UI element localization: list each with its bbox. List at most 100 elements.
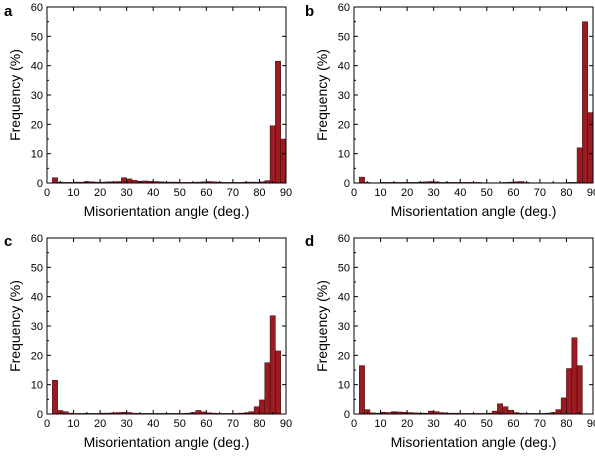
x-tick-label: 20 bbox=[94, 187, 106, 199]
panel-label: c bbox=[4, 233, 12, 250]
x-tick-label: 10 bbox=[67, 187, 79, 199]
x-tick-label: 60 bbox=[200, 187, 212, 199]
x-tick-label: 60 bbox=[200, 418, 212, 430]
bar bbox=[359, 176, 365, 184]
x-tick-label: 80 bbox=[253, 187, 265, 199]
y-tick-label: 50 bbox=[338, 31, 350, 43]
bar bbox=[587, 112, 594, 184]
bar bbox=[195, 410, 202, 415]
panel-label: d bbox=[305, 233, 314, 250]
x-tick-label: 40 bbox=[454, 187, 466, 199]
y-tick-label: 20 bbox=[31, 350, 43, 362]
x-tick-label: 10 bbox=[67, 418, 79, 430]
y-tick-label: 20 bbox=[31, 119, 43, 131]
y-tick-label: 30 bbox=[31, 321, 43, 333]
x-tick-label: 80 bbox=[560, 418, 572, 430]
plot-frame bbox=[46, 237, 287, 415]
y-tick-label: 60 bbox=[338, 2, 350, 14]
y-tick-label: 50 bbox=[31, 31, 43, 43]
x-tick-label: 70 bbox=[227, 187, 239, 199]
x-axis-title: Misorientation angle (deg.) bbox=[391, 203, 557, 219]
x-tick-label: 10 bbox=[374, 418, 386, 430]
bar bbox=[52, 380, 58, 415]
y-tick-label: 20 bbox=[338, 119, 350, 131]
x-tick-label: 50 bbox=[174, 187, 186, 199]
x-tick-label: 20 bbox=[401, 187, 413, 199]
y-tick-label: 10 bbox=[31, 380, 43, 392]
x-tick-label: 10 bbox=[374, 187, 386, 199]
y-tick-label: 20 bbox=[338, 350, 350, 362]
bar bbox=[576, 365, 583, 415]
y-axis-title: Frequency (%) bbox=[7, 49, 23, 141]
bar bbox=[269, 125, 276, 184]
bar bbox=[507, 409, 514, 415]
x-tick-label: 20 bbox=[401, 418, 413, 430]
x-tick-label: 70 bbox=[227, 418, 239, 430]
x-tick-label: 30 bbox=[428, 418, 440, 430]
x-axis-title: Misorientation angle (deg.) bbox=[391, 434, 557, 450]
y-tick-label: 0 bbox=[344, 178, 350, 190]
bar bbox=[269, 315, 276, 415]
bar bbox=[280, 138, 287, 184]
bar bbox=[359, 365, 365, 415]
y-tick-label: 30 bbox=[338, 321, 350, 333]
x-tick-label: 80 bbox=[560, 187, 572, 199]
plot-frame bbox=[46, 6, 287, 184]
bar bbox=[275, 61, 281, 184]
bar bbox=[259, 399, 266, 415]
y-tick-label: 10 bbox=[338, 380, 350, 392]
x-tick-label: 0 bbox=[44, 187, 50, 199]
bar bbox=[126, 178, 133, 184]
x-tick-label: 30 bbox=[428, 187, 440, 199]
y-tick-label: 50 bbox=[31, 262, 43, 274]
bar bbox=[571, 337, 578, 415]
y-tick-label: 30 bbox=[31, 90, 43, 102]
bar bbox=[560, 397, 567, 415]
x-tick-label: 40 bbox=[454, 418, 466, 430]
x-tick-label: 60 bbox=[507, 187, 519, 199]
panel-b: 0 10 20 30 40 50 60 70 80 90 0 10 20 30 40 50 60 Misorien… bbox=[305, 2, 595, 219]
panel-label: b bbox=[305, 3, 314, 20]
y-tick-label: 60 bbox=[31, 233, 43, 245]
x-tick-label: 70 bbox=[534, 418, 546, 430]
plot-frame bbox=[353, 237, 594, 415]
x-tick-label: 90 bbox=[587, 418, 595, 430]
x-tick-label: 30 bbox=[121, 418, 133, 430]
x-tick-label: 0 bbox=[351, 187, 357, 199]
x-tick-label: 50 bbox=[481, 418, 493, 430]
bar bbox=[566, 368, 573, 415]
y-tick-label: 40 bbox=[31, 61, 43, 73]
bar bbox=[253, 406, 260, 415]
y-tick-label: 40 bbox=[338, 61, 350, 73]
plot-frame bbox=[353, 6, 594, 184]
y-tick-label: 60 bbox=[31, 2, 43, 14]
x-tick-label: 50 bbox=[481, 187, 493, 199]
panel-label: a bbox=[4, 3, 13, 20]
y-tick-label: 50 bbox=[338, 262, 350, 274]
panel-d: 0 10 20 30 40 50 60 70 80 90 0 10 20 30 40 50 60 Misorien… bbox=[305, 233, 595, 450]
bar bbox=[576, 147, 583, 184]
y-tick-label: 40 bbox=[338, 292, 350, 304]
bar bbox=[121, 177, 127, 184]
bar bbox=[52, 177, 58, 184]
bar bbox=[264, 362, 271, 415]
x-tick-label: 90 bbox=[280, 187, 292, 199]
x-tick-label: 70 bbox=[534, 187, 546, 199]
y-tick-label: 0 bbox=[37, 409, 43, 421]
x-tick-label: 40 bbox=[147, 187, 159, 199]
y-axis-title: Frequency (%) bbox=[314, 280, 330, 372]
panel-a: 0 10 20 30 40 50 60 70 80 90 0 10 20 30 40 50 60 Misorien… bbox=[4, 2, 292, 219]
x-tick-label: 0 bbox=[44, 418, 50, 430]
y-tick-label: 40 bbox=[31, 292, 43, 304]
x-tick-label: 20 bbox=[94, 418, 106, 430]
x-tick-label: 50 bbox=[174, 418, 186, 430]
x-axis-title: Misorientation angle (deg.) bbox=[84, 434, 250, 450]
y-tick-label: 0 bbox=[344, 409, 350, 421]
x-axis-title: Misorientation angle (deg.) bbox=[84, 203, 250, 219]
y-tick-label: 0 bbox=[37, 178, 43, 190]
x-tick-label: 90 bbox=[280, 418, 292, 430]
x-tick-label: 0 bbox=[351, 418, 357, 430]
bar bbox=[555, 409, 562, 415]
x-tick-label: 80 bbox=[253, 418, 265, 430]
